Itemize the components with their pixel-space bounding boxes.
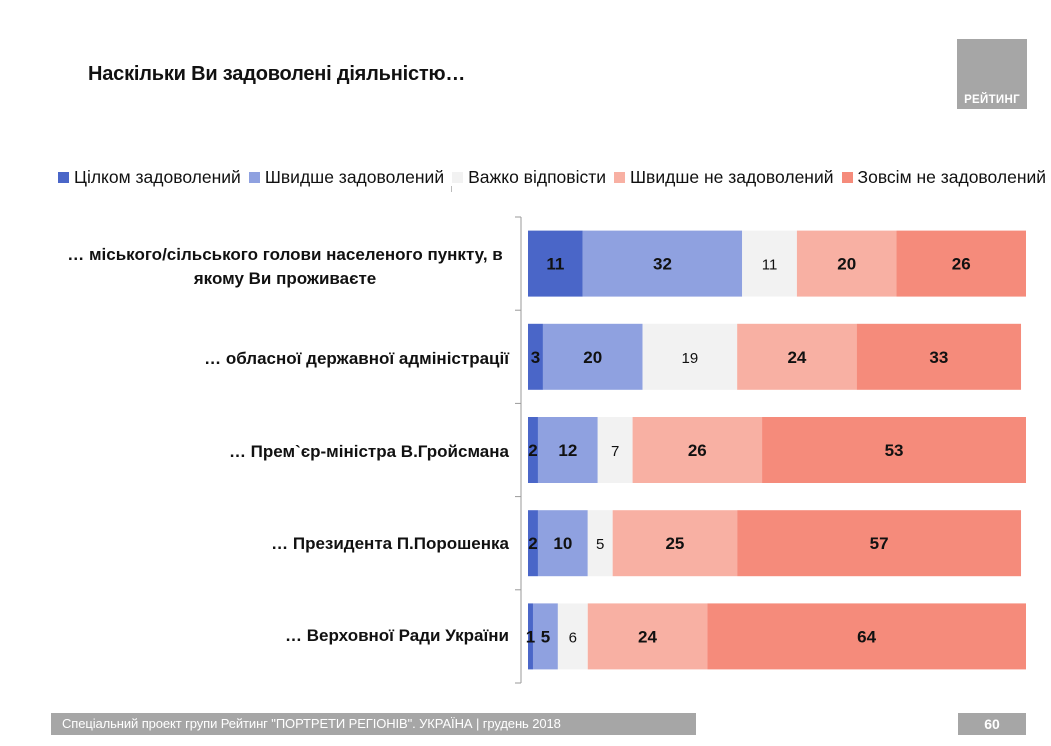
data-label: 19	[682, 350, 699, 367]
data-label: 5	[541, 627, 550, 646]
legend-item-hard-to-say: Важко відповісти	[452, 167, 606, 188]
bar-segment	[542, 323, 643, 390]
chart-title: Наскільки Ви задоволені діяльністю…	[88, 63, 466, 85]
legend-swatch	[614, 171, 625, 183]
bar-segment	[896, 230, 1026, 297]
legend-label: Швидше задоволений	[264, 166, 445, 187]
bar-segment	[796, 230, 897, 297]
legend-label: Зовсім не задоволений	[857, 166, 1047, 187]
bar-segment	[582, 230, 743, 297]
bar-segment	[532, 603, 558, 670]
page-number: 60	[958, 713, 1026, 735]
data-label: 26	[952, 255, 971, 274]
bar-segment	[557, 603, 588, 670]
bar-segment	[632, 417, 763, 483]
rating-logo: РЕЙТИНГ	[957, 39, 1027, 109]
data-label: 3	[531, 348, 540, 367]
data-label: 20	[837, 255, 856, 274]
legend-swatch	[248, 171, 260, 183]
category-label-prime-minister: … Прем`єр-міністра В.Гройсмана	[228, 442, 509, 461]
data-label: 1	[526, 627, 535, 646]
bar-segment	[737, 323, 857, 390]
data-label: 2	[528, 534, 537, 553]
data-label: 7	[611, 443, 619, 460]
legend-swatch	[58, 171, 69, 183]
category-label-parliament: … Верховної Ради України	[285, 626, 509, 645]
bar-segment	[597, 417, 633, 483]
legend-label: Швидше не задоволений	[630, 166, 834, 187]
legend-divider	[451, 186, 452, 192]
logo-text: РЕЙТИНГ	[964, 94, 1020, 106]
category-label-president: … Президента П.Порошенка	[271, 534, 509, 553]
bar-segment	[742, 230, 797, 297]
legend-item-fully-dissatisfied: Зовсім не задоволений	[841, 166, 1047, 188]
footer-bar: Спеціальний проект групи Рейтинг "ПОРТРЕ…	[51, 713, 696, 735]
bar-segment	[537, 417, 598, 483]
legend-label: Важко відповісти	[468, 166, 606, 187]
data-label: 20	[583, 348, 602, 367]
data-label: 24	[787, 348, 806, 367]
category-label-mayor: … міського/сільського голови населеного …	[67, 245, 503, 288]
bar-segment	[528, 230, 583, 297]
legend-swatch	[452, 171, 464, 183]
data-label: 12	[558, 441, 577, 460]
bar-segment	[856, 323, 1022, 390]
bar-segment	[737, 510, 1022, 577]
legend-item-fully-satisfied: Цілком задоволений	[58, 167, 241, 188]
data-label: 33	[929, 348, 948, 367]
bar-segment	[612, 510, 738, 577]
data-label: 53	[885, 441, 904, 460]
category-axis	[515, 216, 522, 684]
bar-segment	[587, 603, 708, 670]
data-label: 6	[569, 629, 577, 646]
bar-segment	[642, 323, 738, 390]
legend-label: Цілком задоволений	[74, 166, 241, 187]
data-label: 32	[653, 255, 672, 274]
bar-segment	[528, 510, 538, 577]
bar-segment	[528, 603, 533, 670]
bars	[528, 230, 1026, 670]
data-label: 57	[870, 534, 889, 553]
data-label: 5	[596, 536, 604, 553]
legend-item-rather-dissatisfied: Швидше не задоволений	[614, 167, 834, 188]
data-label: 11	[546, 255, 564, 274]
legend-item-rather-satisfied: Швидше задоволений	[248, 166, 445, 188]
bar-segment	[707, 603, 1026, 670]
data-label: 10	[553, 534, 572, 553]
bar-segment	[528, 323, 543, 390]
data-label: 64	[857, 627, 876, 646]
chart-legend: Цілком задоволений Швидше задоволений Ва…	[58, 166, 1051, 188]
data-label: 2	[528, 441, 537, 460]
data-label: 11	[762, 257, 778, 274]
bar-segment	[587, 510, 613, 577]
bar-segment	[762, 417, 1026, 483]
data-label: 25	[665, 534, 684, 553]
data-labels: 11 32 11 20 263 20 19 24 332 12 7 26 532 10 5 25 571 5 6 24…	[526, 255, 971, 647]
data-label: 26	[688, 441, 707, 460]
bar-segment	[537, 510, 588, 577]
category-label-regional-administration: … обласної державної адміністрації	[204, 349, 509, 368]
legend-swatch	[841, 171, 853, 183]
data-label: 24	[638, 627, 657, 646]
footer-text: Спеціальний проект групи Рейтинг "ПОРТРЕ…	[62, 716, 561, 731]
bar-segment	[528, 417, 538, 483]
